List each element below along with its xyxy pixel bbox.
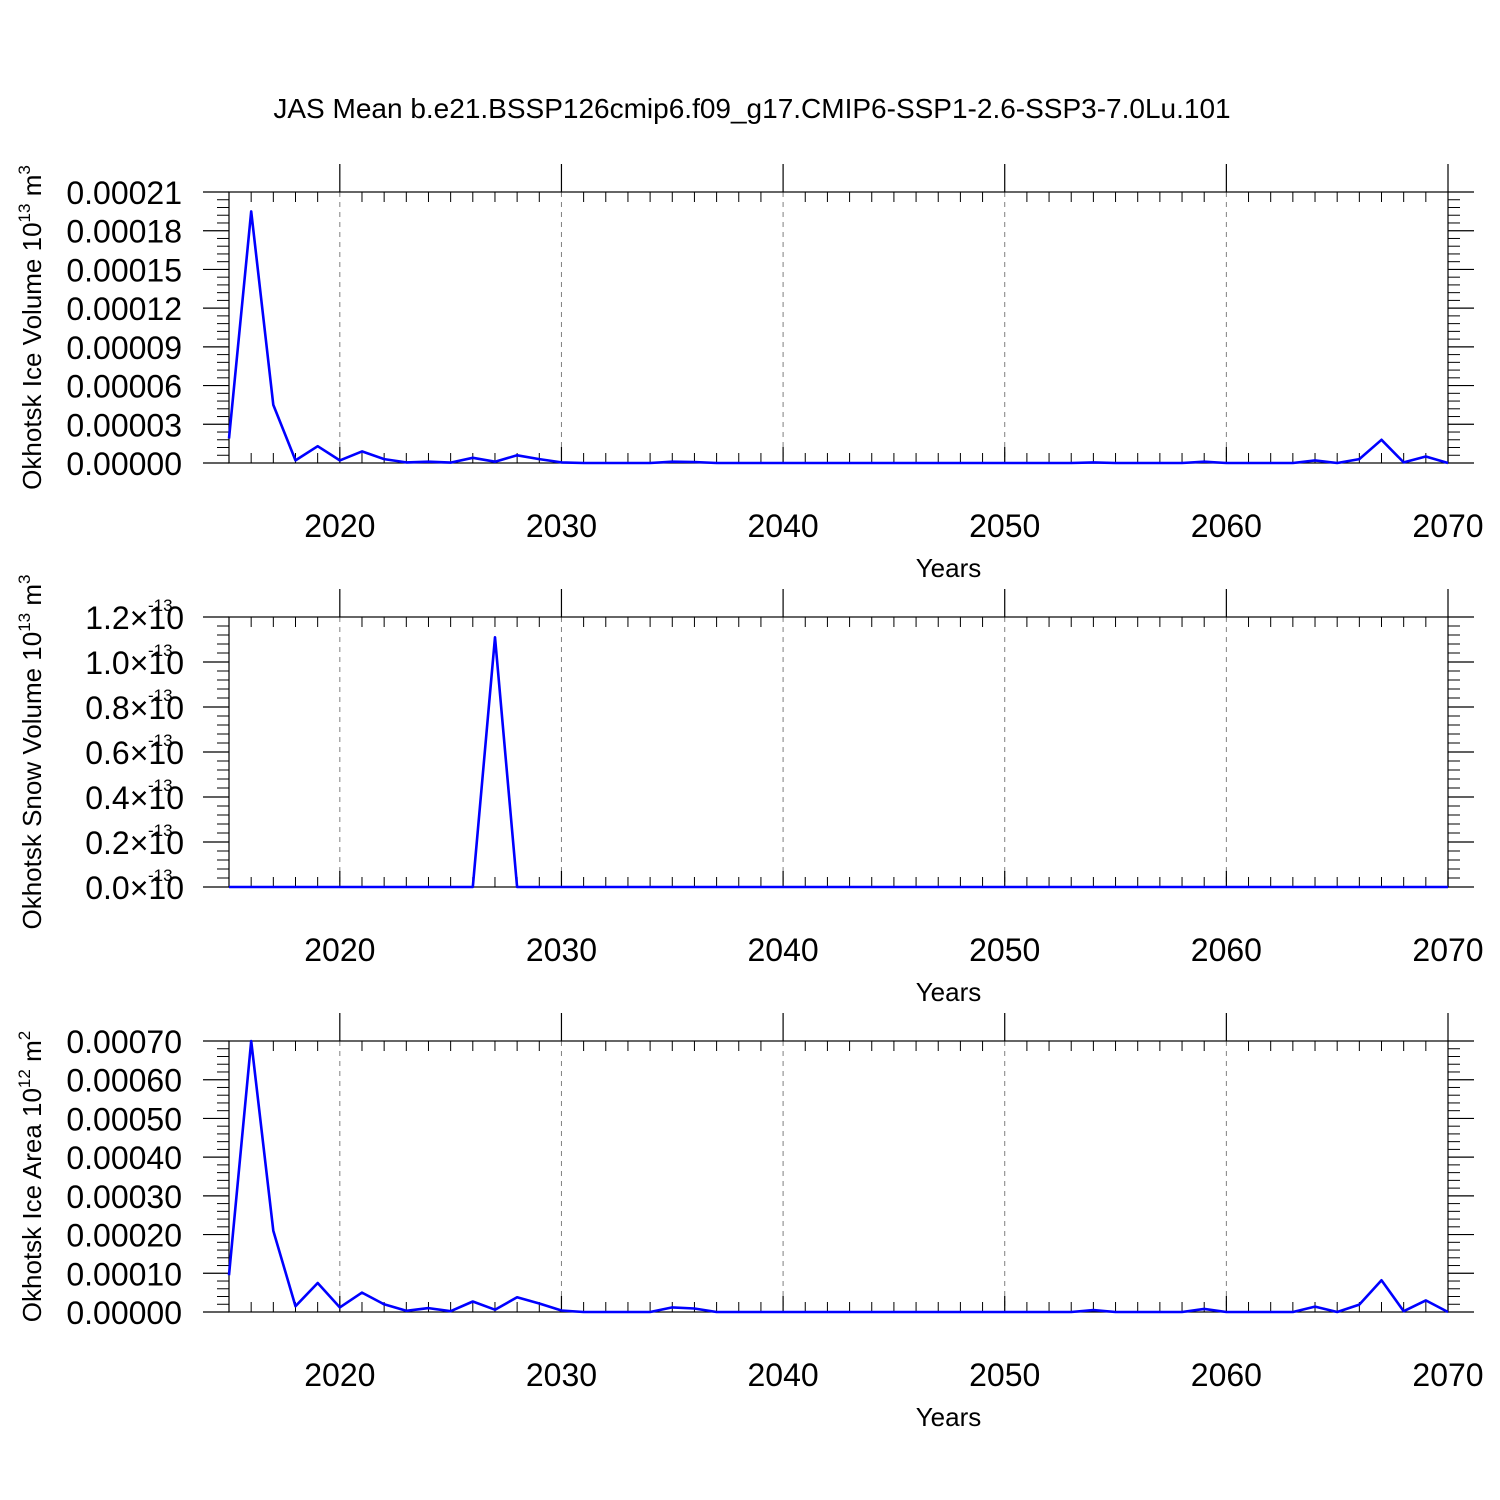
x-tick-label: 2030	[526, 508, 597, 544]
y-tick-label: 0.00000	[66, 1295, 182, 1331]
y-tick-label: 0.6×10	[85, 735, 184, 771]
y-tick-exponent: -13	[148, 596, 173, 615]
y-tick-label: 0.00018	[66, 214, 182, 250]
y-tick-label: 0.00030	[66, 1179, 182, 1215]
plot-frame	[228, 191, 1449, 464]
x-tick-label: 2040	[747, 932, 818, 968]
x-tick-label: 2070	[1412, 1357, 1483, 1393]
y-tick-label: 0.00021	[66, 175, 182, 211]
x-tick-label: 2020	[304, 1357, 375, 1393]
chart-panel-1: 2020 2030 2040 2050 2060 20700.000000.000030.…	[15, 164, 1484, 583]
x-tick-label: 2050	[969, 1357, 1040, 1393]
x-tick-label: 2060	[1191, 1357, 1262, 1393]
series-line	[229, 635, 1448, 889]
x-axis-label: Years	[916, 1402, 982, 1432]
y-tick-exponent: -13	[148, 821, 173, 840]
y-tick-label: 0.00070	[66, 1024, 182, 1060]
x-tick-label: 2040	[747, 508, 818, 544]
y-tick-label: 1.2×10	[85, 600, 184, 636]
y-tick-label: 0.00012	[66, 291, 182, 327]
y-axis-label: Okhotsk Snow Volume 1013 m3	[15, 575, 47, 930]
chart-panel-3: 2020 2030 2040 2050 2060 20700.000000.000100.…	[15, 1013, 1484, 1432]
y-tick-label: 1.0×10	[85, 645, 184, 681]
y-tick-label: 0.00000	[66, 446, 182, 482]
y-tick-label: 0.0×10	[85, 870, 184, 906]
x-tick-label: 2060	[1191, 508, 1262, 544]
plot-frame	[228, 616, 1449, 888]
x-tick-label: 2060	[1191, 932, 1262, 968]
y-tick-label: 0.00040	[66, 1140, 182, 1176]
chart-title: JAS Mean b.e21.BSSP126cmip6.f09_g17.CMIP…	[273, 93, 1230, 124]
plot-frame	[228, 1040, 1449, 1313]
x-tick-label: 2070	[1412, 932, 1483, 968]
y-tick-label: 0.00009	[66, 330, 182, 366]
x-tick-label: 2020	[304, 508, 375, 544]
chart-panel-2: 2020 2030 2040 2050 2060 20700.0×10-130.2×10-…	[15, 575, 1484, 1008]
y-tick-label: 0.2×10	[85, 825, 184, 861]
x-tick-label: 2030	[526, 1357, 597, 1393]
x-tick-label: 2050	[969, 508, 1040, 544]
x-tick-label: 2030	[526, 932, 597, 968]
y-axis-label: Okhotsk Ice Volume 1013 m3	[15, 165, 47, 490]
y-tick-label: 0.00060	[66, 1063, 182, 1099]
y-tick-label: 0.00020	[66, 1218, 182, 1254]
series-line	[227, 210, 1449, 465]
y-tick-exponent: -13	[148, 731, 173, 750]
y-tick-label: 0.00010	[66, 1256, 182, 1292]
y-tick-label: 0.00006	[66, 369, 182, 405]
y-tick-label: 0.00050	[66, 1101, 182, 1137]
y-tick-exponent: -13	[148, 641, 173, 660]
x-axis-label: Years	[916, 977, 982, 1007]
x-axis-label: Years	[916, 553, 982, 583]
y-axis-label: Okhotsk Ice Area 1012 m2	[15, 1031, 47, 1322]
y-tick-exponent: -13	[148, 686, 173, 705]
y-tick-exponent: -13	[148, 776, 173, 795]
y-tick-label: 0.8×10	[85, 690, 184, 726]
y-tick-exponent: -13	[148, 866, 173, 885]
y-tick-label: 0.00003	[66, 407, 182, 443]
x-tick-label: 2070	[1412, 508, 1483, 544]
y-tick-label: 0.4×10	[85, 780, 184, 816]
x-tick-label: 2050	[969, 932, 1040, 968]
y-tick-label: 0.00015	[66, 252, 182, 288]
x-tick-label: 2040	[747, 1357, 818, 1393]
series-line	[227, 1039, 1449, 1314]
x-tick-label: 2020	[304, 932, 375, 968]
